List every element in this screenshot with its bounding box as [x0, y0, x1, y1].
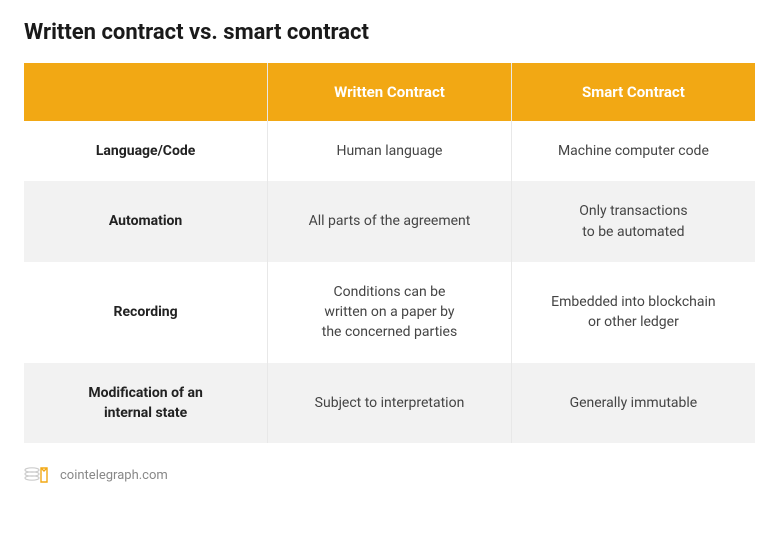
- cell-written: Conditions can bewritten on a paper byth…: [268, 262, 512, 363]
- footer: cointelegraph.com: [24, 465, 755, 485]
- footer-source: cointelegraph.com: [60, 468, 168, 483]
- cell-smart: Generally immutable: [511, 363, 755, 444]
- table-row: Language/Code Human language Machine com…: [24, 121, 755, 181]
- row-label: Modification of aninternal state: [24, 363, 268, 444]
- page-title: Written contract vs. smart contract: [24, 20, 755, 45]
- cell-written: Human language: [268, 121, 512, 181]
- row-label: Automation: [24, 181, 268, 262]
- row-label: Recording: [24, 262, 268, 363]
- cell-smart: Machine computer code: [511, 121, 755, 181]
- table-row: Modification of aninternal state Subject…: [24, 363, 755, 444]
- comparison-table: Written Contract Smart Contract Language…: [24, 63, 755, 443]
- col-header-empty: [24, 63, 268, 121]
- col-header-written: Written Contract: [268, 63, 512, 121]
- cell-smart: Only transactionsto be automated: [511, 181, 755, 262]
- col-header-smart: Smart Contract: [511, 63, 755, 121]
- table-row: Automation All parts of the agreement On…: [24, 181, 755, 262]
- cell-written: All parts of the agreement: [268, 181, 512, 262]
- table-row: Recording Conditions can bewritten on a …: [24, 262, 755, 363]
- row-label: Language/Code: [24, 121, 268, 181]
- cell-smart: Embedded into blockchainor other ledger: [511, 262, 755, 363]
- cell-written: Subject to interpretation: [268, 363, 512, 444]
- coin-stack-icon: [24, 465, 50, 485]
